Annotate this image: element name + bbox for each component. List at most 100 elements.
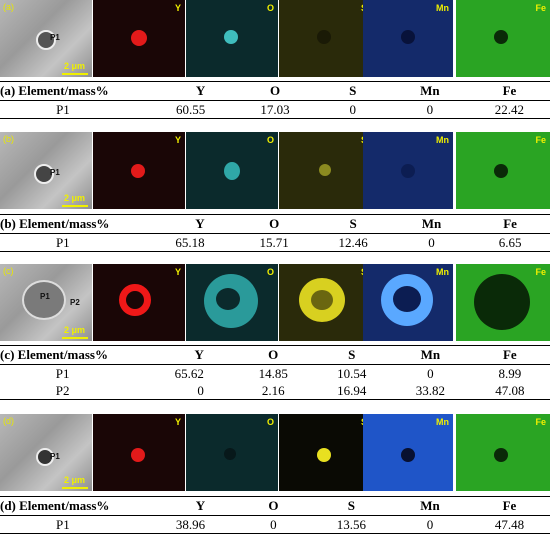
s-inner [311, 290, 333, 310]
element-label: Fe [535, 417, 546, 427]
map-s: S [279, 264, 371, 341]
sem-image: (d) P1 2 μm [0, 414, 92, 491]
panel-tag: (d) [3, 416, 14, 426]
value-s: 16.94 [312, 382, 392, 400]
value-o: 0 [235, 515, 312, 534]
map-fe: Fe [456, 132, 550, 209]
value-s: 10.54 [337, 365, 367, 381]
element-label: Y [174, 417, 181, 427]
mn-inner [393, 286, 421, 312]
panel-c-table: (c) Element/mass% Y O S Mn Fe P1 65.62 1… [0, 345, 550, 400]
o-signal [224, 162, 240, 180]
scale-bar [62, 73, 88, 75]
col-o: O [234, 214, 314, 234]
scale-label: 2 μm [64, 61, 86, 71]
col-s: S [313, 214, 393, 234]
element-label: Mn [436, 135, 449, 145]
scale-bar [62, 487, 88, 489]
sem-image: (a) P1 2 μm [0, 0, 92, 77]
s-signal [317, 448, 331, 462]
mn-signal [401, 30, 415, 44]
value-o: 15.71 [234, 233, 314, 252]
map-mn: Mn [363, 132, 453, 209]
col-mn: Mn [391, 345, 470, 365]
element-label: O [266, 267, 274, 277]
map-o: O [186, 0, 278, 77]
value-y: 0 [125, 382, 234, 400]
inclusion-particle [34, 164, 54, 184]
table-row: P2 0 2.16 16.94 33.82 47.08 [0, 382, 550, 400]
value-y: 65.62 [174, 365, 204, 381]
panel-tag: (a) [3, 2, 14, 12]
scale-bar [62, 205, 88, 207]
element-label: Mn [436, 417, 449, 427]
col-y: Y [125, 214, 235, 234]
col-y: Y [125, 496, 236, 516]
value-y: 60.55 [125, 100, 236, 119]
element-label: O [266, 417, 274, 427]
value-fe: 22.42 [468, 100, 550, 119]
y-signal [131, 164, 145, 178]
table-header-label: (b) Element/mass% [0, 214, 126, 234]
map-fe: Fe [456, 0, 550, 77]
panel-d-map-row: (d) P1 2 μm Y O S Mn Fe [0, 414, 550, 491]
table-row: P1 65.62 14.85 10.54 0 8.99 [0, 365, 550, 383]
value-mn: 0 [392, 233, 471, 252]
element-label: Mn [436, 267, 449, 277]
value-fe: 47.08 [469, 382, 550, 400]
panel-a-map-row: (a) P1 2 μm Y O S Mn Fe [0, 0, 550, 77]
col-o: O [233, 345, 313, 365]
value-mn: 0 [427, 365, 434, 381]
o-signal [224, 448, 236, 460]
fe-signal [494, 30, 508, 44]
element-label: Fe [535, 3, 546, 13]
map-fe: Fe [456, 414, 550, 491]
value-mn: 33.82 [391, 382, 470, 400]
element-label: Fe [535, 267, 546, 277]
point-label-p1: P1 [40, 292, 50, 301]
point-label-p1: P1 [50, 33, 60, 42]
inclusion-particle [36, 30, 56, 50]
col-y: Y [125, 345, 234, 365]
panel-c-map-row: (c) P1 P2 2 μm Y O S Mn Fe [0, 264, 550, 341]
value-fe: 6.65 [470, 233, 550, 252]
value-mn: 0 [390, 100, 469, 119]
scale-bar [62, 337, 88, 339]
value-s: 0 [314, 100, 391, 119]
row-point: P1 [0, 100, 126, 119]
value-y: 38.96 [125, 515, 236, 534]
table-header-label: (c) Element/mass% [0, 345, 126, 365]
o-inner [216, 288, 240, 310]
col-mn: Mn [390, 81, 469, 101]
element-label: O [266, 135, 274, 145]
point-label-p1: P1 [50, 452, 60, 461]
fe-signal [494, 448, 508, 462]
sem-image: (b) P1 2 μm [0, 132, 92, 209]
col-s: S [314, 81, 391, 101]
map-mn: Mn [363, 264, 453, 341]
fe-signal [474, 274, 530, 330]
col-s: S [311, 496, 392, 516]
value-o: 17.03 [235, 100, 315, 119]
element-label: Y [174, 135, 181, 145]
map-y: Y [93, 414, 185, 491]
col-fe: Fe [470, 214, 550, 234]
value-fe: 47.48 [468, 515, 550, 534]
scale-label: 2 μm [64, 475, 86, 485]
s-signal [319, 164, 331, 176]
map-s: S [279, 414, 371, 491]
value-y: 65.18 [125, 233, 235, 252]
panel-b-table: (b) Element/mass% Y O S Mn Fe P1 65.18 1… [0, 214, 550, 252]
y-signal [119, 284, 151, 316]
element-label: O [266, 3, 274, 13]
fe-signal [494, 164, 508, 178]
map-y: Y [93, 0, 185, 77]
element-label: Y [174, 267, 181, 277]
value-o: 2.16 [233, 382, 313, 400]
panel-tag: (c) [3, 266, 14, 276]
col-mn: Mn [391, 496, 469, 516]
element-label: Fe [535, 135, 546, 145]
value-s: 12.46 [313, 233, 393, 252]
row-point: P1 [55, 365, 70, 381]
inclusion-particle [36, 448, 54, 466]
